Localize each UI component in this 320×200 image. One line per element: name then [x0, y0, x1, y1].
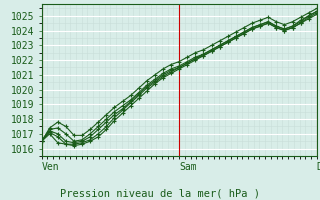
Text: Sam: Sam — [179, 162, 197, 172]
Text: Dim: Dim — [317, 162, 320, 172]
Text: Ven: Ven — [42, 162, 59, 172]
Text: Pression niveau de la mer( hPa ): Pression niveau de la mer( hPa ) — [60, 188, 260, 198]
